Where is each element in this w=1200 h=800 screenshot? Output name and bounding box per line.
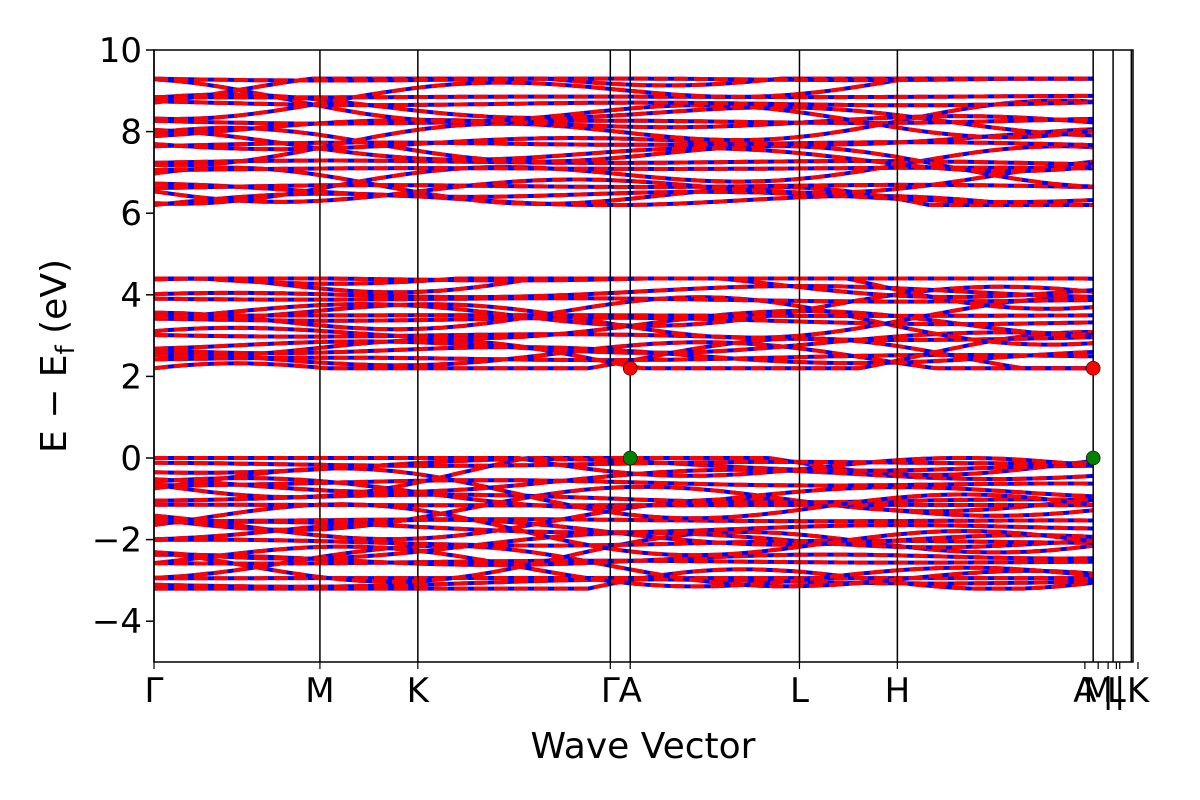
x-axis-ticks: Γ M K ΓA L H AM|L| K bbox=[145, 662, 1151, 711]
band-line-spin-up bbox=[154, 456, 1094, 500]
band-line-spin-up bbox=[154, 502, 1094, 558]
band-line-spin-up bbox=[154, 296, 1094, 304]
band-line-spin-up bbox=[154, 340, 1094, 371]
band-line-spin-up bbox=[154, 529, 1094, 584]
band-line-spin-up bbox=[154, 114, 1094, 139]
y-axis-title: E − Ef (eV) bbox=[34, 259, 81, 453]
band-line-spin-up bbox=[154, 315, 1094, 327]
band-line-spin-up bbox=[154, 353, 1094, 363]
band-line-spin-up bbox=[154, 127, 1094, 152]
band-line-spin-up bbox=[154, 140, 1094, 149]
band-line-spin-up bbox=[154, 284, 1094, 300]
x-tick-label: K bbox=[407, 671, 431, 711]
y-tick-label: 0 bbox=[120, 439, 142, 479]
y-tick-label: 10 bbox=[99, 31, 142, 71]
y-tick-label: −2 bbox=[92, 521, 142, 561]
y-axis-title-main: E − E bbox=[34, 354, 75, 453]
x-tick-label: L bbox=[790, 671, 809, 711]
band-line-spin-up bbox=[154, 552, 1094, 567]
band-line-spin-up bbox=[154, 92, 1094, 138]
band-line-spin-up bbox=[154, 98, 1094, 168]
bands-layer bbox=[154, 76, 1094, 591]
band-line-spin-up bbox=[154, 456, 1094, 478]
x-axis-title: Wave Vector bbox=[531, 726, 756, 767]
band-line-spin-up bbox=[154, 165, 1094, 207]
band-line-spin-up bbox=[154, 125, 1094, 189]
y-tick-label: 2 bbox=[120, 357, 142, 397]
x-tick-label: | bbox=[1114, 671, 1125, 711]
band-line-spin-up bbox=[154, 76, 1094, 83]
x-tick-label: L bbox=[1107, 671, 1126, 711]
band-line-spin-up bbox=[154, 93, 1094, 100]
band-line-spin-up bbox=[154, 519, 1094, 535]
band-line-spin-up bbox=[154, 295, 1094, 347]
band-line-spin-up bbox=[154, 459, 1094, 468]
band-line-spin-up bbox=[154, 77, 1094, 140]
band-line-spin-up bbox=[154, 116, 1094, 126]
x-tick-label: M bbox=[305, 671, 334, 711]
band-line-spin-up bbox=[154, 181, 1094, 205]
band-line-spin-up bbox=[154, 466, 1094, 521]
x-tick-label: Γ bbox=[145, 671, 164, 711]
x-tick-label: K bbox=[1127, 671, 1151, 711]
band-line-spin-up bbox=[154, 330, 1094, 371]
band-line-spin-up bbox=[154, 544, 1094, 589]
y-tick-label: 6 bbox=[120, 194, 142, 234]
band-line-spin-up bbox=[154, 492, 1094, 505]
y-tick-label: 8 bbox=[120, 113, 142, 153]
band-line-spin-up bbox=[154, 517, 1094, 524]
x-tick-label: A bbox=[619, 671, 642, 711]
plot-frame bbox=[153, 49, 1134, 663]
band-line-spin-up bbox=[154, 484, 1094, 532]
band-line-spin-up bbox=[154, 276, 1094, 283]
band-line-spin-up bbox=[154, 478, 1094, 488]
band-line-spin-up bbox=[154, 332, 1094, 342]
band-line-spin-up bbox=[154, 158, 1094, 167]
cbm-marker bbox=[622, 360, 638, 376]
x-tick-label: Γ bbox=[601, 671, 620, 711]
band-line-spin-up bbox=[154, 191, 1094, 207]
band-line-spin-up bbox=[154, 537, 1094, 548]
x-tick-label: A bbox=[1073, 671, 1096, 711]
band-line-spin-up bbox=[154, 497, 1094, 542]
cbm-marker bbox=[1085, 360, 1101, 376]
x-tick-label: H bbox=[885, 671, 911, 711]
y-axis-title-unit: (eV) bbox=[34, 259, 75, 345]
y-axis-title-subscript: f bbox=[51, 344, 81, 354]
band-line-spin-up bbox=[154, 159, 1094, 204]
x-tick-label: M bbox=[1083, 671, 1112, 711]
vbm-marker bbox=[1085, 450, 1101, 466]
band-line-spin-up bbox=[154, 476, 1094, 510]
band-line-spin-up bbox=[154, 467, 1094, 494]
band-line-spin-up bbox=[154, 543, 1094, 589]
y-axis-ticks: −4 −2 0 2 4 6 8 10 bbox=[92, 31, 154, 642]
y-tick-label: 4 bbox=[120, 276, 142, 316]
x-tick-label: | bbox=[1102, 671, 1113, 711]
band-line-spin-up bbox=[154, 127, 1094, 174]
band-line-spin-up bbox=[154, 144, 1094, 206]
y-tick-label: −4 bbox=[92, 602, 142, 642]
band-line-spin-up bbox=[154, 99, 1094, 108]
vbm-marker bbox=[622, 450, 638, 466]
extrema-markers bbox=[622, 360, 1101, 466]
